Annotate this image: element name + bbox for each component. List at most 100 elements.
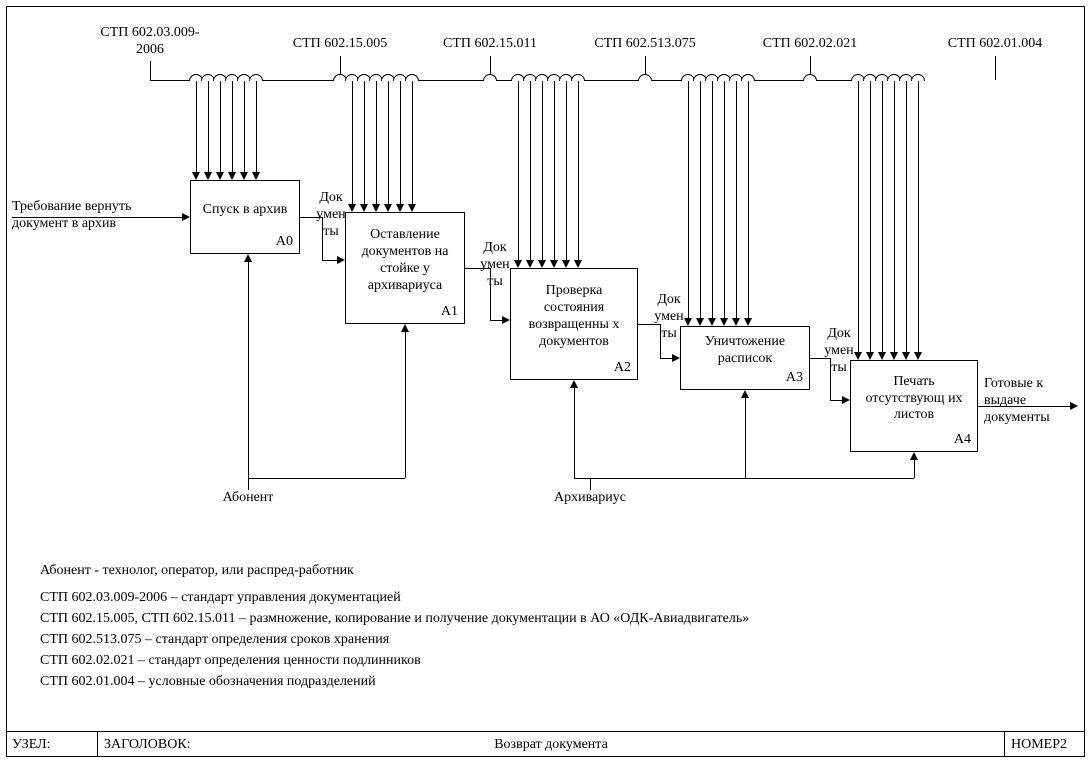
standard-drop: [150, 61, 151, 80]
control-arrow-head: [216, 172, 224, 180]
control-arrow-head: [914, 352, 922, 360]
control-arrow-line: [858, 80, 859, 352]
control-arrow-head: [228, 172, 236, 180]
control-arrow-line: [400, 80, 401, 204]
control-arrow-head: [696, 318, 704, 326]
control-arrow-head: [744, 318, 752, 326]
input-line: [12, 217, 182, 218]
control-arrow-line: [700, 80, 701, 318]
flow-arrow-head: [502, 316, 510, 324]
control-arrow-line: [376, 80, 377, 204]
control-arrow-line: [220, 80, 221, 172]
standard-label: СТП 602.15.005: [270, 36, 410, 53]
control-arrow-head: [240, 172, 248, 180]
control-arrow-line: [518, 80, 519, 260]
flow-label: Док умен ты: [470, 240, 520, 290]
flow-line: [830, 400, 842, 401]
activity-id: A4: [954, 432, 971, 449]
flow-arrow-head: [842, 396, 850, 404]
footnote-line: Абонент - технолог, оператор, или распре…: [40, 560, 1040, 581]
control-arrow-line: [688, 80, 689, 318]
page: СТП 602.03.009- 2006СТП 602.15.005СТП 60…: [0, 0, 1091, 763]
flow-label: Док умен ты: [644, 292, 694, 342]
activity-text: Спуск в архив: [203, 202, 288, 219]
control-arrow-line: [736, 80, 737, 318]
footer-uzel: УЗЕЛ:: [6, 732, 98, 757]
mechanism-bus: [574, 478, 914, 479]
mechanism-arrow-line: [745, 398, 746, 478]
bus-jump-arc: [638, 74, 652, 81]
bus-jump-arc: [803, 74, 817, 81]
control-arrow-line: [412, 80, 413, 204]
control-arrow-line: [352, 80, 353, 204]
bundle-jump-arc: [741, 74, 755, 81]
control-arrow-head: [866, 352, 874, 360]
activity-text: Уничтожение расписок: [685, 334, 805, 368]
control-arrow-line: [894, 80, 895, 352]
flow-line: [322, 260, 337, 261]
standard-drop: [995, 56, 996, 80]
footnote-line: СТП 602.513.075 – стандарт определения с…: [40, 629, 1040, 650]
control-arrow-head: [550, 260, 558, 268]
flow-line: [660, 358, 672, 359]
activity-id: A0: [276, 234, 293, 251]
control-arrow-head: [252, 172, 260, 180]
control-arrow-head: [360, 204, 368, 212]
control-arrow-head: [192, 172, 200, 180]
control-arrow-line: [256, 80, 257, 172]
control-arrow-head: [204, 172, 212, 180]
control-arrow-head: [878, 352, 886, 360]
flow-label: Док умен ты: [306, 190, 356, 240]
standard-label: СТП 602.15.011: [420, 36, 560, 53]
control-arrow-line: [870, 80, 871, 352]
mechanism-arrow-line: [914, 460, 915, 478]
control-arrow-head: [396, 204, 404, 212]
control-arrow-line: [748, 80, 749, 318]
standard-label: СТП 602.02.021: [740, 36, 880, 53]
control-arrow-line: [530, 80, 531, 260]
mechanism-arrow-head: [741, 390, 749, 398]
control-arrow-line: [232, 80, 233, 172]
activity-box: Проверка состояния возвращенны х докумен…: [510, 268, 638, 380]
control-arrow-head: [890, 352, 898, 360]
bundle-jump-arc: [571, 74, 585, 81]
output-label: Готовые к выдаче документы: [984, 376, 1080, 426]
activity-box: Спуск в архив A0: [190, 180, 300, 254]
control-arrow-line: [196, 80, 197, 172]
control-arrow-line: [554, 80, 555, 260]
control-arrow-line: [918, 80, 919, 352]
control-arrow-head: [526, 260, 534, 268]
control-arrow-head: [538, 260, 546, 268]
flow-line: [490, 320, 502, 321]
control-arrow-head: [720, 318, 728, 326]
footer-zag-label: ЗАГОЛОВОК:: [104, 737, 191, 753]
mechanism-stem: [248, 478, 249, 490]
control-arrow-head: [408, 204, 416, 212]
footnote-line: СТП 602.03.009-2006 – стандарт управлени…: [40, 587, 1040, 608]
mechanism-label: Абонент: [188, 490, 308, 507]
mechanism-arrow-head: [910, 452, 918, 460]
activity-text: Печать отсутствующ их листов: [855, 374, 973, 424]
mechanism-label: Архивариус: [530, 490, 650, 507]
activity-text: Проверка состояния возвращенны х докумен…: [515, 283, 633, 350]
flow-arrow-head: [337, 256, 345, 264]
control-arrow-head: [574, 260, 582, 268]
footer-strip: УЗЕЛ: ЗАГОЛОВОК: Возврат документа НОМЕР…: [6, 731, 1085, 757]
footnote-line: СТП 602.02.021 – стандарт определения це…: [40, 650, 1040, 671]
control-arrow-head: [384, 204, 392, 212]
footnote-line: СТП 602.15.005, СТП 602.15.011 – размнож…: [40, 608, 1040, 629]
bundle-jump-arc: [911, 74, 925, 81]
mechanism-arrow-line: [248, 262, 249, 478]
mechanism-bus: [248, 478, 405, 479]
mechanism-arrow-head: [570, 380, 578, 388]
control-arrow-head: [562, 260, 570, 268]
mechanism-arrow-head: [244, 254, 252, 262]
input-label: Требование вернуть документ в архив: [12, 199, 182, 233]
mechanism-arrow-line: [574, 388, 575, 478]
activity-text: Оставление документов на стойке у архива…: [350, 227, 460, 294]
footnote-line: СТП 602.01.004 – условные обозначения по…: [40, 671, 1040, 692]
control-arrow-head: [902, 352, 910, 360]
control-arrow-line: [364, 80, 365, 204]
footer-nomer: НОМЕР2: [1005, 732, 1085, 757]
control-arrow-head: [372, 204, 380, 212]
